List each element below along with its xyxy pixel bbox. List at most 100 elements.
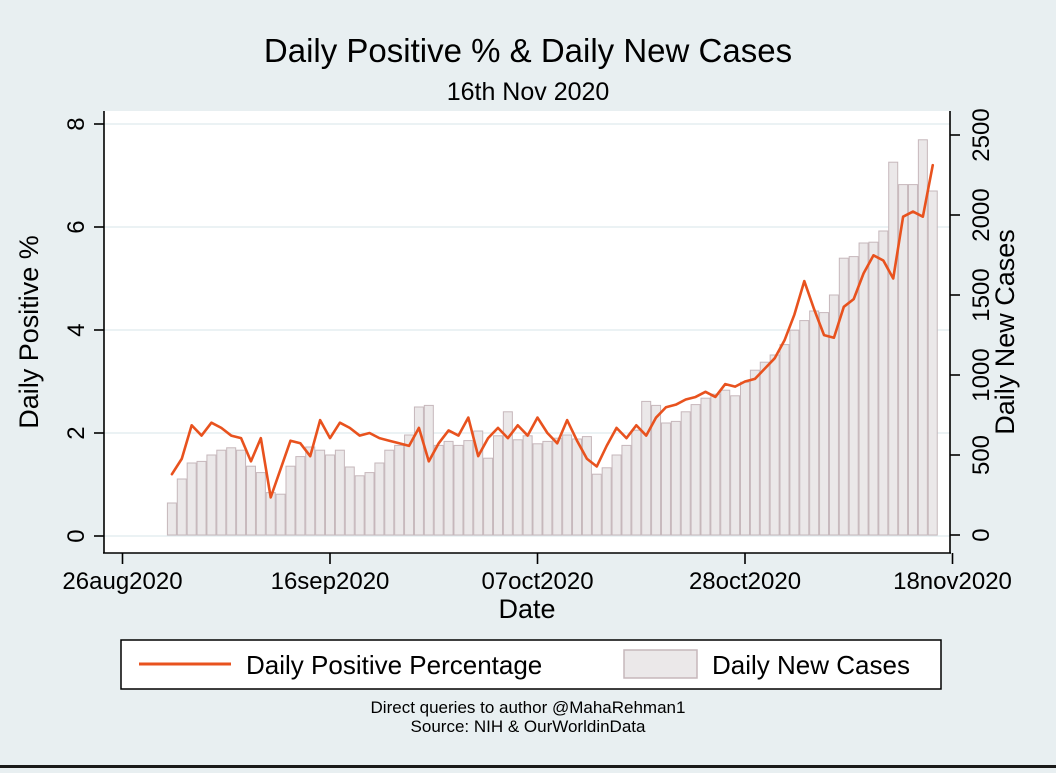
- bar-daily-new-cases: [384, 449, 395, 536]
- bar-daily-new-cases: [206, 454, 217, 536]
- bar-daily-new-cases: [769, 354, 780, 536]
- legend: Daily Positive Percentage Daily New Case…: [120, 639, 942, 690]
- bar-daily-new-cases: [631, 429, 642, 536]
- bar-daily-new-cases: [502, 411, 513, 536]
- bar-daily-new-cases: [492, 435, 503, 536]
- x-axis-title: Date: [498, 594, 555, 624]
- page-title: Daily Positive % & Daily New Cases: [264, 32, 792, 69]
- caption-queries: Direct queries to author @MahaRehman1: [371, 698, 686, 717]
- bar-daily-new-cases: [423, 404, 434, 536]
- axis-tick-labels: 0 2 4 6 8 0 500 1000 1500 2000 2500 26aug2020 16sep2…: [62, 108, 1011, 595]
- bar-daily-new-cases: [789, 329, 800, 536]
- bar-daily-new-cases: [404, 434, 415, 536]
- bar-daily-new-cases: [591, 473, 602, 536]
- axis-ticks: [94, 123, 960, 564]
- bar-daily-new-cases: [305, 446, 316, 536]
- bar-daily-new-cases: [680, 411, 691, 536]
- legend-label-cases: Daily New Cases: [712, 650, 910, 680]
- daily-positive-line: [170, 163, 935, 499]
- bar-daily-new-cases: [364, 472, 375, 536]
- legend-bar-swatch: [623, 649, 698, 679]
- bar-daily-new-cases: [532, 443, 543, 536]
- bar-daily-new-cases: [660, 422, 671, 536]
- daily-new-cases-bars: [166, 139, 938, 536]
- bar-daily-new-cases: [670, 420, 681, 536]
- y-right-tick-label: 2000: [968, 188, 995, 241]
- y-right-tick-label: 1000: [968, 348, 995, 401]
- bar-daily-new-cases: [315, 449, 326, 536]
- bar-daily-new-cases: [700, 397, 711, 536]
- bar-daily-new-cases: [878, 230, 889, 536]
- bar-daily-new-cases: [848, 256, 859, 536]
- bar-daily-new-cases: [334, 449, 345, 536]
- bar-daily-new-cases: [759, 361, 770, 536]
- y-axis-right-title: Daily New Cases: [990, 229, 1020, 435]
- bar-daily-new-cases: [374, 462, 385, 536]
- bar-daily-new-cases: [621, 444, 632, 536]
- y-right-tick-label: 500: [968, 435, 995, 475]
- bar-daily-new-cases: [325, 454, 336, 536]
- bar-daily-new-cases: [819, 312, 830, 536]
- bar-daily-new-cases: [285, 465, 296, 536]
- bar-daily-new-cases: [562, 434, 573, 536]
- bar-daily-new-cases: [858, 242, 869, 536]
- bar-daily-new-cases: [483, 457, 494, 536]
- bar-daily-new-cases: [749, 369, 760, 536]
- bar-daily-new-cases: [433, 444, 444, 536]
- bar-daily-new-cases: [888, 161, 899, 536]
- bar-daily-new-cases: [413, 406, 424, 536]
- bar-daily-new-cases: [295, 456, 306, 536]
- bar-daily-new-cases: [176, 478, 187, 536]
- y-left-tick-label: 2: [63, 426, 90, 439]
- bar-daily-new-cases: [572, 438, 583, 536]
- bar-daily-new-cases: [710, 393, 721, 536]
- bar-daily-new-cases: [898, 184, 909, 536]
- bar-daily-new-cases: [917, 139, 928, 536]
- y-right-tick-label: 0: [968, 528, 995, 541]
- bar-daily-new-cases: [740, 381, 751, 536]
- x-tick-label: 26aug2020: [62, 568, 182, 595]
- bar-daily-new-cases: [166, 502, 177, 536]
- bar-daily-new-cases: [186, 462, 197, 536]
- bar-daily-new-cases: [809, 310, 820, 536]
- legend-box: [120, 639, 942, 690]
- bar-daily-new-cases: [868, 241, 879, 536]
- y-left-tick-label: 8: [63, 117, 90, 130]
- bar-daily-new-cases: [730, 395, 741, 536]
- bar-daily-new-cases: [581, 436, 592, 536]
- bar-daily-new-cases: [354, 475, 365, 536]
- window-bottom-edge: [0, 765, 1056, 768]
- x-tick-label: 16sep2020: [271, 568, 390, 595]
- bar-daily-new-cases: [552, 437, 563, 536]
- bar-daily-new-cases: [779, 344, 790, 536]
- bar-daily-new-cases: [799, 320, 810, 536]
- bar-daily-new-cases: [255, 472, 266, 536]
- y-axis-left-title: Daily Positive %: [14, 235, 44, 429]
- bar-daily-new-cases: [344, 466, 355, 536]
- y-right-tick-label: 2500: [968, 108, 995, 161]
- bar-daily-new-cases: [907, 184, 918, 536]
- bar-daily-new-cases: [226, 447, 237, 536]
- x-tick-label: 28oct2020: [689, 568, 801, 595]
- bar-daily-new-cases: [245, 465, 256, 536]
- legend-label-positive: Daily Positive Percentage: [246, 650, 542, 680]
- y-left-tick-label: 4: [63, 323, 90, 336]
- bar-daily-new-cases: [512, 439, 523, 536]
- bar-daily-new-cases: [443, 440, 454, 536]
- bar-daily-new-cases: [651, 404, 662, 536]
- bar-daily-new-cases: [720, 389, 731, 536]
- bar-daily-new-cases: [641, 400, 652, 536]
- bar-daily-new-cases: [828, 294, 839, 536]
- bar-daily-new-cases: [690, 404, 701, 536]
- y-right-tick-label: 1500: [968, 268, 995, 321]
- x-tick-label: 18nov2020: [893, 568, 1012, 595]
- bar-daily-new-cases: [196, 460, 207, 536]
- bar-daily-new-cases: [453, 444, 464, 536]
- bar-daily-new-cases: [927, 190, 938, 536]
- bar-daily-new-cases: [601, 467, 612, 536]
- bar-daily-new-cases: [542, 440, 553, 536]
- bar-daily-new-cases: [265, 492, 276, 536]
- bar-daily-new-cases: [275, 493, 286, 536]
